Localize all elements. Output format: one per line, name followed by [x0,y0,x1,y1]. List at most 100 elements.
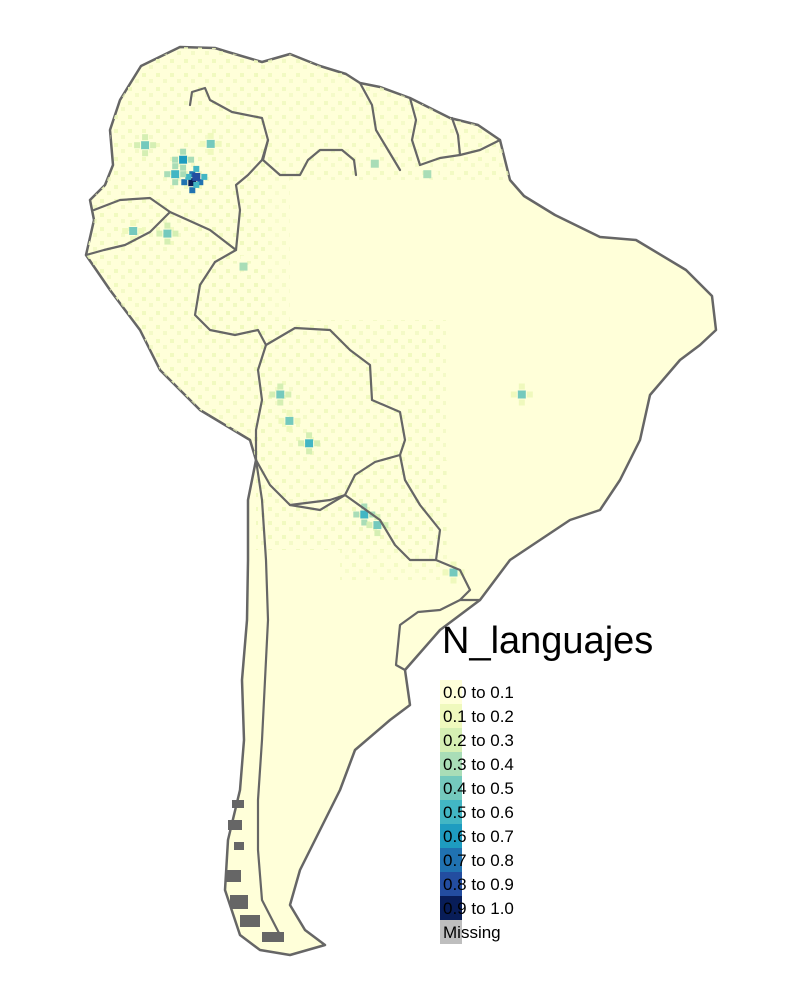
hotspot-halo-cell [185,173,192,180]
hotspot-halo-cell [416,171,423,178]
border-argentina-uruguay [394,558,472,672]
patagonian-coast-detail [225,800,284,942]
hotspot-cell [449,568,458,577]
hotspot-halo-cell [361,519,368,526]
hotspot-halo-cell [286,409,293,416]
hotspot-halo-cell [172,179,179,186]
legend-item: 0.2 to 0.3 [440,728,640,752]
hotspot-halo-cell [306,432,313,439]
hotspot-cell [276,390,285,399]
legend-label: 0.3 to 0.4 [443,755,514,774]
hotspot-halo-cell [138,228,145,234]
legend-label: 0.0 to 0.1 [443,683,514,702]
hotspot-halo-cell [130,236,137,242]
legend-item: 0.8 to 0.9 [440,872,640,896]
hotspot-cell [129,227,138,235]
hotspot-halo-cell [172,163,179,170]
legend-item: 0.3 to 0.4 [440,752,640,776]
hotspot-cell [305,439,314,448]
legend-label: 0.6 to 0.7 [443,827,514,846]
legend-swatch [440,896,462,920]
hotspot-halo-cell [277,399,284,406]
hotspot-cell [163,229,172,238]
hotspot-cell [517,390,526,399]
hotspot-halo-cell [371,168,378,175]
hotspot-cell [239,262,248,271]
legend-item: 0.0 to 0.1 [440,680,640,704]
legend-swatch [440,848,462,872]
border-bolivia-paraguay [328,453,402,502]
legend-label: 0.4 to 0.5 [443,779,514,798]
hotspot-cell [206,139,215,148]
legend-swatch [440,704,462,728]
hotspot-halo-cell [442,569,449,576]
border-fguiana-brazil [418,138,502,167]
border-colombia-ecuador [92,196,238,252]
hotspot-halo-cell [363,160,370,167]
border-peru-bolivia [254,343,268,462]
legend-item: 0.4 to 0.5 [440,776,640,800]
hotspot-halo-cell [298,440,305,447]
hotspot-halo-cell [371,152,378,159]
border-chile-argentina [254,458,282,937]
hotspot-cell [373,521,382,530]
legend-label: 0.9 to 1.0 [443,899,514,918]
legend-title: N_languajes [442,620,654,662]
legend-item: 0.7 to 0.8 [440,848,640,872]
hotspot-halo-cell [142,150,149,157]
legend-swatch [440,920,462,944]
hotspot-halo-cell [193,181,200,188]
hotspot-halo-cell [248,263,255,270]
hotspot-halo-cell [526,391,533,398]
legend-item: 0.5 to 0.6 [440,800,640,824]
border-argentina-north [288,493,347,512]
hotspot-halo-cell [353,511,360,518]
hotspot-cell [360,510,369,519]
hotspot-halo-cell [172,156,179,163]
hotspot-halo-cell [193,165,200,172]
border-ecuador-peru [84,210,172,257]
hotspot-halo-cell [361,503,368,510]
legend-swatch [440,800,462,824]
legend-item: 0.6 to 0.7 [440,824,640,848]
hotspot-halo-cell [189,187,196,194]
hotspot-halo-cell [207,148,214,155]
legend-swatch [440,680,462,704]
border-bolivia-argentina [254,458,332,507]
legend-label: 0.1 to 0.2 [443,707,514,726]
hotspot-halo-cell [382,522,389,529]
hotspot-halo-cell [286,425,293,432]
hotspot-halo-cell [510,391,517,398]
hotspot-halo-cell [232,263,239,270]
hotspot-halo-cell [150,142,157,149]
hotspot-cell [370,159,379,168]
hotspot-halo-cell [156,230,163,237]
hotspot-halo-cell [432,171,439,178]
hotspot-halo-cell [240,255,247,262]
border-venezuela-guyana [358,81,402,172]
hotspot-halo-cell [142,134,149,141]
hotspot-cell [141,141,150,150]
hotspot-halo-cell [374,530,381,537]
hotspot-halo-cell [314,440,321,447]
legend-label: 0.5 to 0.6 [443,803,514,822]
legend-swatch [440,728,462,752]
hotspot-halo-cell [207,132,214,139]
hotspot-halo-cell [240,271,247,278]
border-bolivia-brazil [264,326,407,457]
legend-label: 0.8 to 0.9 [443,875,514,894]
hotspot-halo-cell [164,171,171,178]
border-suriname-fguiana [450,116,462,157]
hotspot-halo-cell [366,522,373,529]
legend-label: 0.7 to 0.8 [443,851,514,870]
legend: N_languajes 0.0 to 0.1 0.1 to 0.2 0.2 to 0… [440,620,740,950]
hotspot-halo-cell [180,148,187,155]
hotspot-halo-cell [306,448,313,455]
hotspot-halo-cell [164,238,171,245]
hotspot-cell [423,170,432,179]
hotspot-halo-cell [450,577,457,584]
hotspot-cell [192,172,201,181]
hotspot-halo-cell [188,156,195,163]
hotspot-halo-cell [450,561,457,568]
